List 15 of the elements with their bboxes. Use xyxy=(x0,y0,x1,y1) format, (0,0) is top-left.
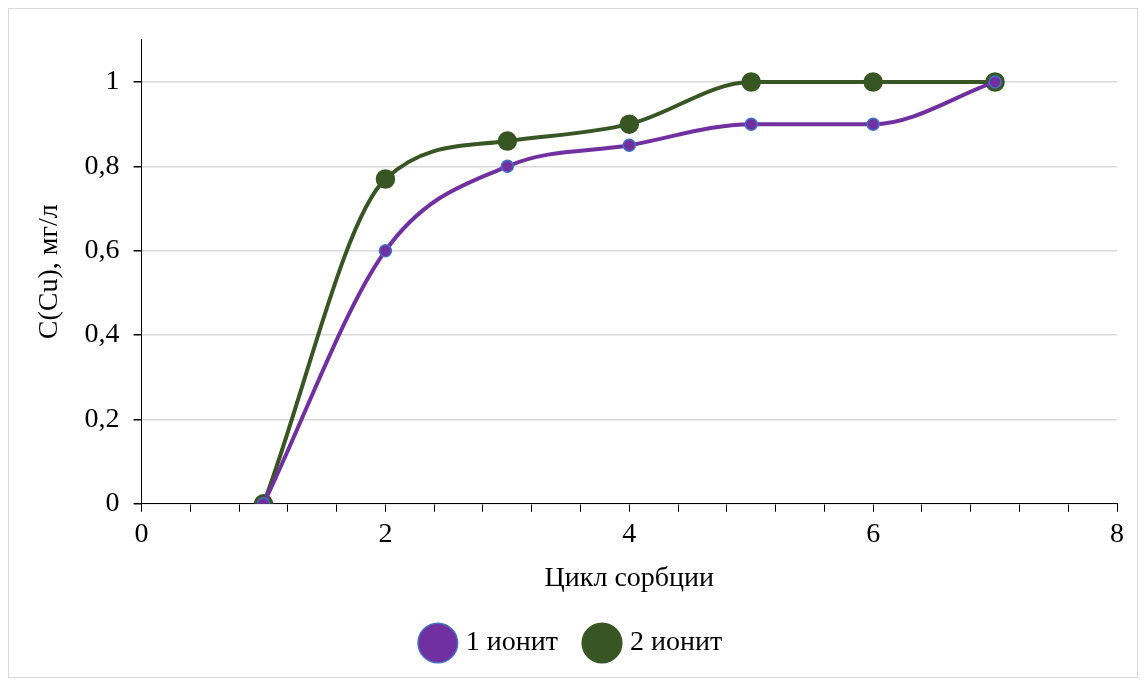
x-tick-label: 4 xyxy=(622,516,637,548)
legend-label: 1 ионит xyxy=(465,625,559,657)
x-tick-label: 6 xyxy=(866,516,881,548)
x-axis-title: Цикл сорбции xyxy=(544,560,715,592)
y-tick-label: 0,6 xyxy=(84,233,120,265)
x-tick-label: 2 xyxy=(378,516,393,548)
y-axis-title: C(Cu), мг/л xyxy=(32,204,64,340)
y-tick-label: 1 xyxy=(105,64,120,96)
y-tick-label: 0,8 xyxy=(84,148,120,180)
legend-label: 2 ионит xyxy=(630,625,723,657)
y-tick-label: 0 xyxy=(105,486,120,518)
y-tick-label: 0,2 xyxy=(84,401,120,433)
x-tick-label: 0 xyxy=(134,516,149,548)
x-tick-label: 8 xyxy=(1110,516,1124,548)
y-tick-label: 0,4 xyxy=(84,317,120,349)
